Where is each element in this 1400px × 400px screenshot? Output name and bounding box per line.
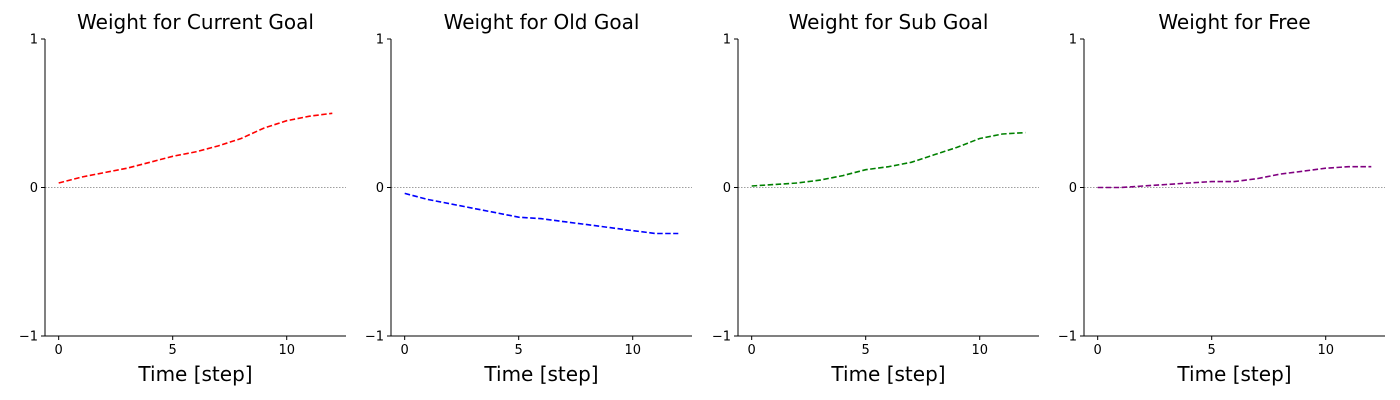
x-tick-label: 0: [401, 343, 409, 358]
x-tick-label: 5: [515, 343, 523, 358]
data-point: [1210, 180, 1212, 182]
data-point: [1142, 185, 1144, 187]
y-tick-label: 1: [30, 33, 38, 48]
data-point: [1347, 166, 1349, 168]
x-tick-label: 10: [624, 343, 641, 358]
data-point: [956, 146, 958, 148]
y-tick-label: −1: [365, 330, 384, 345]
data-point: [586, 223, 588, 225]
data-point: [1119, 186, 1121, 188]
data-point: [540, 217, 542, 219]
data-point: [864, 168, 866, 170]
data-point: [1302, 170, 1304, 172]
y-tick-label: 0: [723, 181, 731, 196]
y-tick-label: 1: [376, 33, 384, 48]
y-tick-label: −1: [19, 330, 38, 345]
chart-title: Weight for Sub Goal: [789, 10, 989, 34]
x-axis-label: Time [step]: [830, 362, 945, 386]
data-point: [632, 229, 634, 231]
y-tick-label: −1: [1058, 330, 1077, 345]
chart-title: Weight for Free: [1158, 10, 1310, 34]
chart-title: Weight for Old Goal: [444, 10, 640, 34]
series-line-1: [404, 192, 679, 235]
data-point: [819, 179, 821, 181]
x-tick-label: 0: [55, 343, 63, 358]
data-point: [103, 171, 105, 173]
data-point: [979, 137, 981, 139]
x-tick-label: 10: [1317, 343, 1334, 358]
data-point: [842, 174, 844, 176]
data-point: [263, 127, 265, 129]
series-line-1: [751, 131, 1026, 187]
x-tick-label: 0: [1094, 343, 1102, 358]
x-axis-label: Time [step]: [483, 362, 598, 386]
data-point: [240, 137, 242, 139]
data-point: [1024, 131, 1026, 133]
x-axis-label: Time [step]: [137, 362, 252, 386]
data-point: [217, 145, 219, 147]
data-point: [654, 232, 656, 234]
data-point: [171, 155, 173, 157]
y-tick-label: 0: [376, 181, 384, 196]
data-point: [609, 226, 611, 228]
x-tick-label: 0: [748, 343, 756, 358]
data-point: [308, 115, 310, 117]
x-tick-label: 5: [1208, 343, 1216, 358]
data-point: [1233, 180, 1235, 182]
data-point: [1165, 183, 1167, 185]
data-point: [773, 183, 775, 185]
data-point: [796, 182, 798, 184]
y-tick-label: 1: [1069, 33, 1077, 48]
data-point: [1096, 186, 1098, 188]
data-point: [149, 161, 151, 163]
x-axis-label: Time [step]: [1176, 362, 1291, 386]
data-point: [57, 182, 59, 184]
data-point: [331, 112, 333, 114]
data-point: [1256, 177, 1258, 179]
data-point: [1188, 182, 1190, 184]
data-point: [495, 212, 497, 214]
data-point: [472, 207, 474, 209]
x-tick-label: 10: [278, 343, 295, 358]
data-point: [403, 192, 405, 194]
data-point: [887, 166, 889, 168]
data-point: [677, 232, 679, 234]
y-tick-label: 0: [1069, 181, 1077, 196]
x-tick-label: 5: [862, 343, 870, 358]
chart-title: Weight for Current Goal: [77, 10, 314, 34]
data-point: [563, 220, 565, 222]
x-tick-label: 5: [169, 343, 177, 358]
series-line-1: [1097, 165, 1372, 189]
data-point: [426, 198, 428, 200]
data-point: [910, 161, 912, 163]
y-tick-label: −1: [712, 330, 731, 345]
data-point: [1279, 173, 1281, 175]
data-point: [126, 167, 128, 169]
series-line-1: [58, 112, 333, 184]
data-point: [517, 216, 519, 218]
data-point: [1370, 166, 1372, 168]
data-point: [933, 154, 935, 156]
data-point: [449, 203, 451, 205]
data-point: [194, 151, 196, 153]
data-point: [1325, 167, 1327, 169]
data-point: [1001, 133, 1003, 135]
data-point: [750, 185, 752, 187]
x-tick-label: 10: [971, 343, 988, 358]
y-tick-label: 1: [723, 33, 731, 48]
y-tick-label: 0: [30, 181, 38, 196]
data-point: [286, 119, 288, 121]
data-point: [80, 176, 82, 178]
